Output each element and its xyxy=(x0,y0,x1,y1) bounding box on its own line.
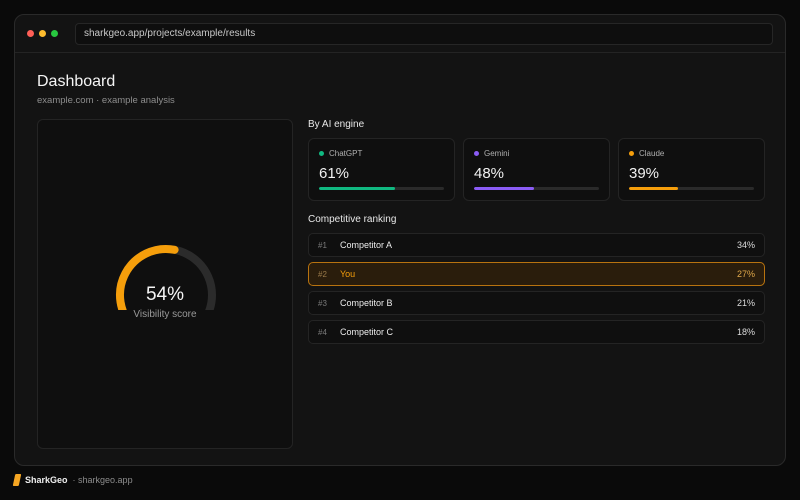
rank-percentage: 21% xyxy=(736,298,755,308)
right-panel: By AI engine ChatGPT 61% Gemini xyxy=(308,119,765,344)
ranking-row[interactable]: #3 Competitor B 21% xyxy=(308,291,765,315)
rank-number: #3 xyxy=(318,298,327,308)
engine-progress-fill xyxy=(319,187,396,190)
gauge-fill xyxy=(116,245,179,310)
rank-number: #1 xyxy=(318,240,327,250)
rank-name: Competitor C xyxy=(340,327,394,337)
address-url: sharkgeo.app/projects/example/results xyxy=(84,28,256,39)
engine-progress-track xyxy=(629,187,754,190)
visibility-score-value: 54% xyxy=(145,284,185,305)
close-dot[interactable] xyxy=(27,30,34,37)
visibility-score-label: Visibility score xyxy=(133,309,197,320)
engine-card-gemini[interactable]: Gemini 48% xyxy=(463,138,610,201)
engine-name: Claude xyxy=(639,149,665,158)
engine-name: ChatGPT xyxy=(329,149,363,158)
page-subtitle: example.com · example analysis xyxy=(37,95,175,106)
rank-percentage: 27% xyxy=(736,269,755,279)
rank-name: Competitor B xyxy=(340,298,393,308)
footer: SharkGeo · sharkgeo.app xyxy=(12,474,133,486)
engine-value: 61% xyxy=(319,165,350,182)
rank-name: Competitor A xyxy=(340,240,393,250)
ranking-row-you[interactable]: #2 You 27% xyxy=(308,262,765,286)
dashboard-content: Dashboard example.com · example analysis… xyxy=(37,71,765,449)
engines-section-title: By AI engine xyxy=(308,119,365,130)
rank-number: #2 xyxy=(318,269,327,279)
maximize-dot[interactable] xyxy=(51,30,58,37)
engine-progress-fill xyxy=(474,187,534,190)
ranking-section-title: Competitive ranking xyxy=(308,214,397,225)
ranking-list: #1 Competitor A 34% #2 You 27% #3 Compet… xyxy=(308,233,765,344)
engine-card-claude[interactable]: Claude 39% xyxy=(618,138,765,201)
engine-cards: ChatGPT 61% Gemini 48% xyxy=(308,138,765,201)
engine-value: 48% xyxy=(474,165,505,182)
rank-number: #4 xyxy=(318,327,327,337)
title-bar: sharkgeo.app/projects/example/results xyxy=(15,15,785,53)
engine-name: Gemini xyxy=(484,149,510,158)
footer-brand: SharkGeo xyxy=(25,475,68,485)
rank-percentage: 18% xyxy=(736,327,755,337)
visibility-score-card: 54% Visibility score xyxy=(37,119,293,449)
rank-percentage: 34% xyxy=(736,240,755,250)
visibility-gauge xyxy=(116,245,216,310)
claude-dot-icon xyxy=(629,151,634,156)
engine-progress-fill xyxy=(629,187,678,190)
chatgpt-dot-icon xyxy=(319,151,324,156)
address-bar[interactable]: sharkgeo.app/projects/example/results xyxy=(75,22,773,45)
engine-progress-track xyxy=(319,187,444,190)
sharkgeo-logo-icon xyxy=(12,474,22,486)
gemini-dot-icon xyxy=(474,151,479,156)
browser-window: sharkgeo.app/projects/example/results Da… xyxy=(14,14,786,466)
ranking-row[interactable]: #1 Competitor A 34% xyxy=(308,233,765,257)
engine-progress-track xyxy=(474,187,599,190)
engine-value: 39% xyxy=(629,165,660,182)
engine-card-chatgpt[interactable]: ChatGPT 61% xyxy=(308,138,455,201)
page-title: Dashboard xyxy=(37,73,116,90)
minimize-dot[interactable] xyxy=(39,30,46,37)
footer-domain: · sharkgeo.app xyxy=(72,475,133,485)
rank-name: You xyxy=(340,269,356,279)
ranking-row[interactable]: #4 Competitor C 18% xyxy=(308,320,765,344)
